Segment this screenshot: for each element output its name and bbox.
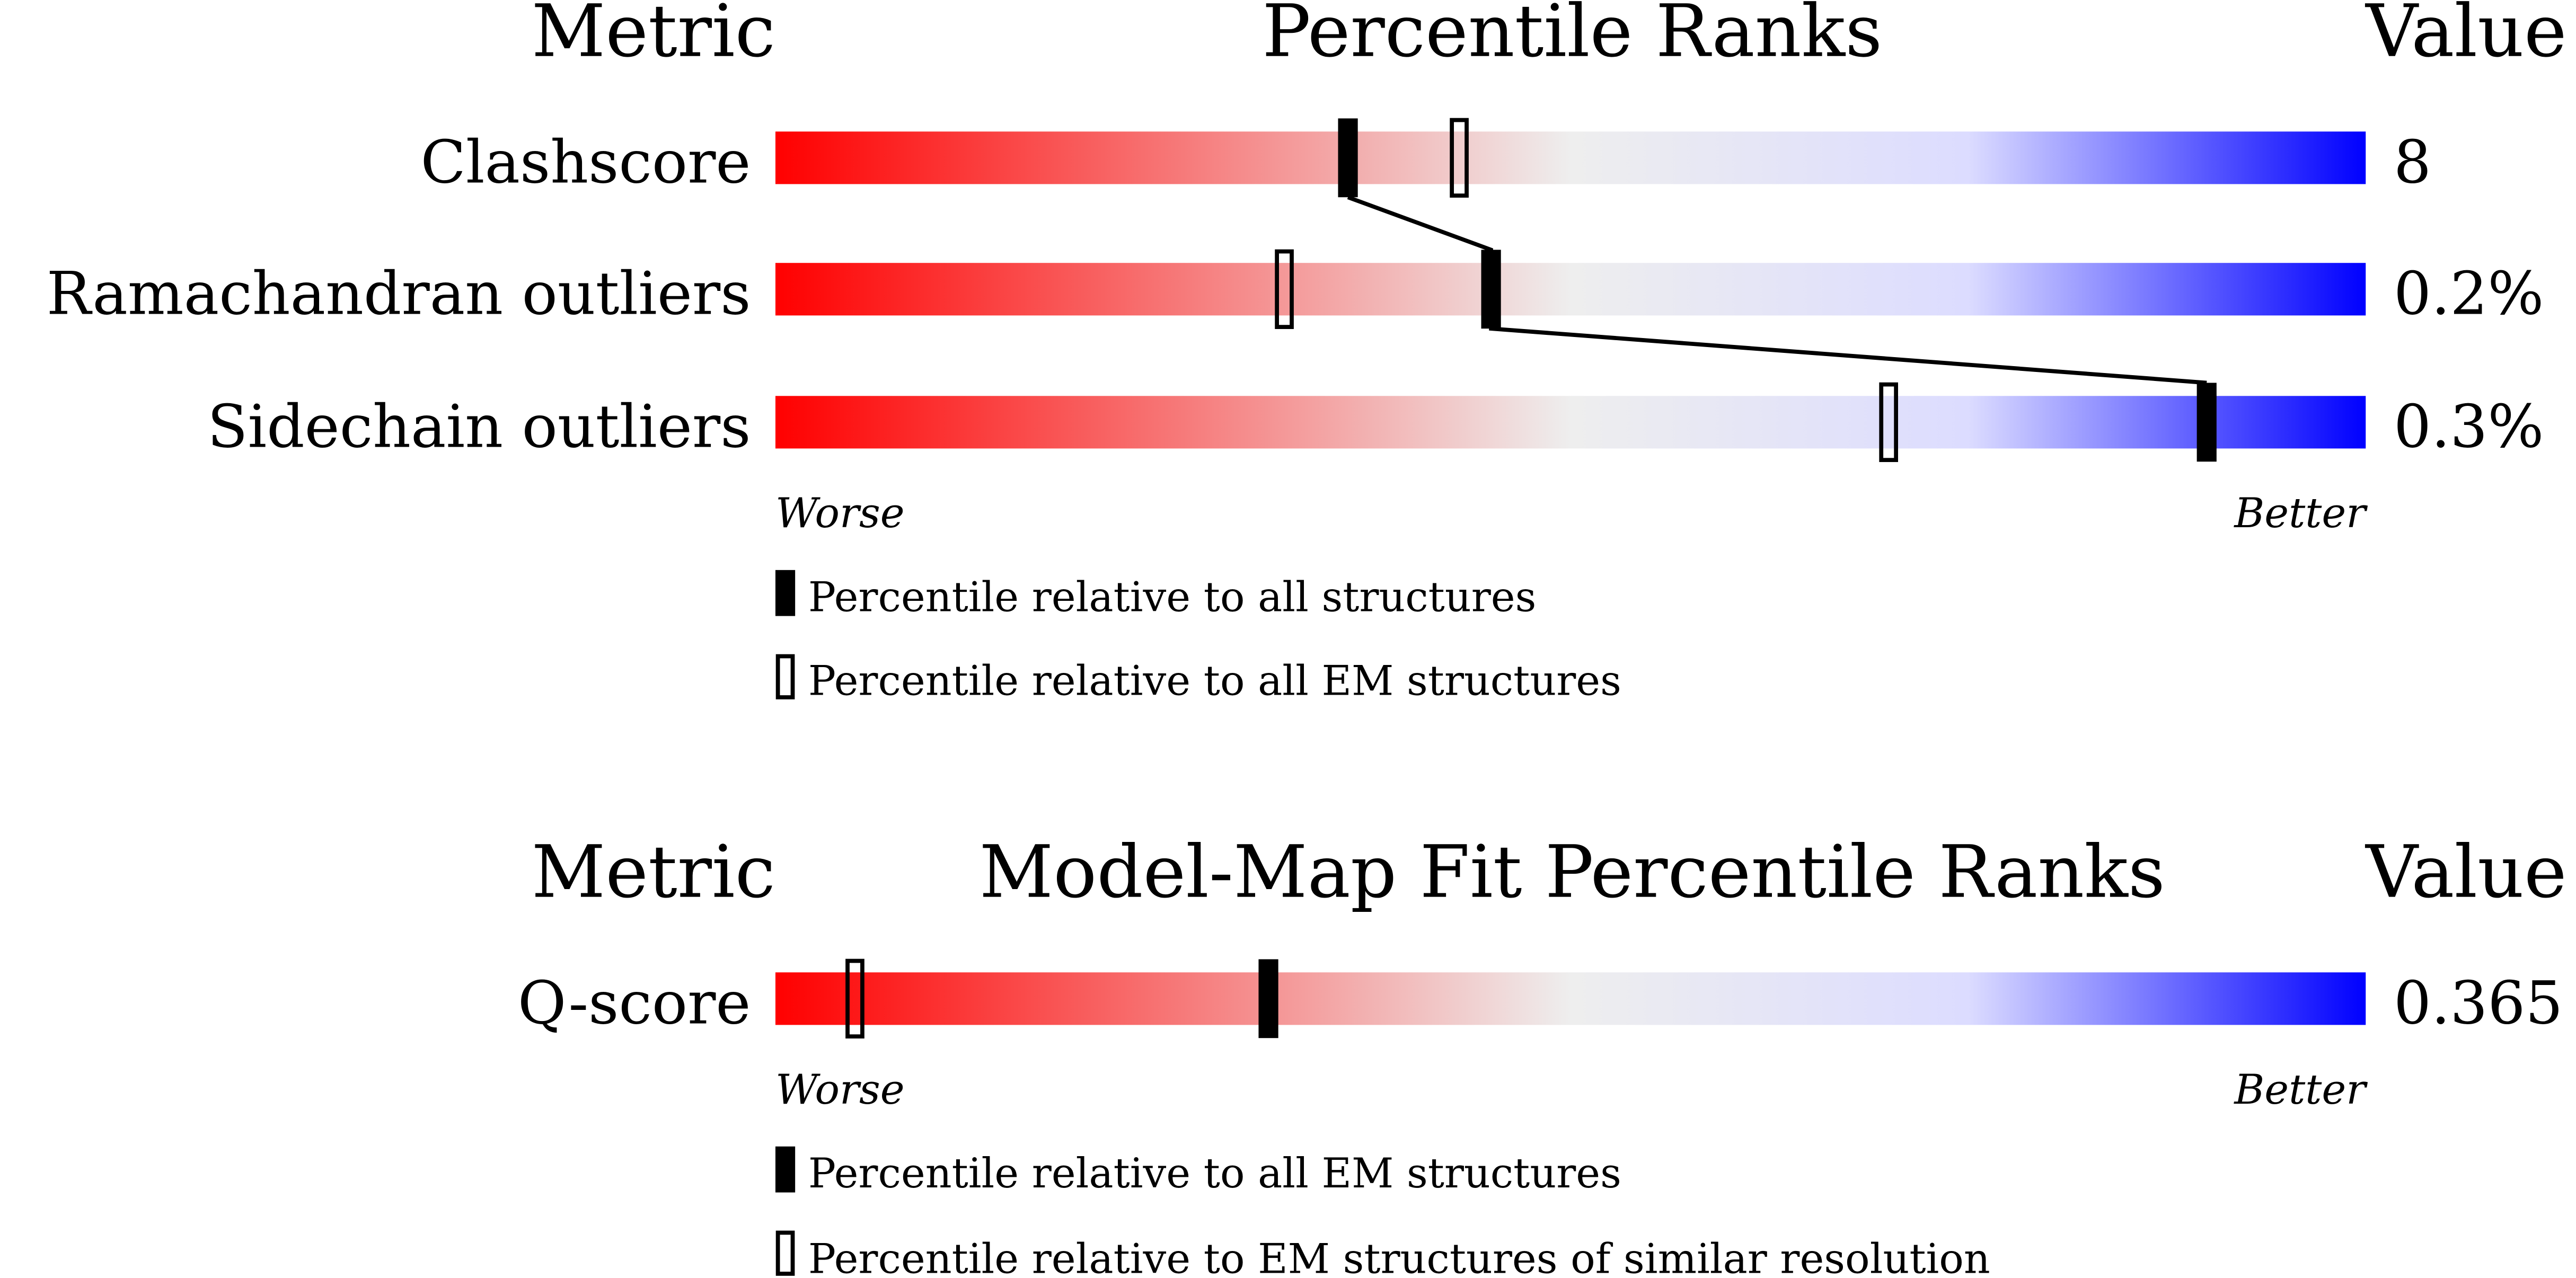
legend-filled-marker [775,570,796,616]
metric-value: 0.3% [2394,392,2544,461]
panel-model-map-fit: Metric Model-Map Fit Percentile Ranks Va… [518,830,2567,1278]
percentile-marker-filled [1481,250,1501,329]
percentile-marker-filled [1258,959,1278,1039]
percentile-gradient-bar [775,396,2366,449]
legend-label: Percentile relative to all EM structures [808,657,1621,705]
metric-label: Q-score [518,969,751,1037]
metric-value: 0.2% [2394,259,2544,328]
percentile-marker-hollow [1450,118,1469,198]
percentile-marker-filled [1338,118,1358,198]
percentile-marker-hollow [845,958,864,1039]
legend: Percentile relative to all EM structures… [775,1146,1990,1278]
value-header: Value [2365,0,2566,74]
percentile-gradient-bar [775,131,2366,184]
value-header: Value [2365,830,2566,915]
panel-title: Model-Map Fit Percentile Ranks [980,830,2165,915]
legend-label: Percentile relative to EM structures of … [808,1235,1990,1278]
metric-row-q-score: Q-score 0.365 [518,969,2563,1037]
metric-row-sidechain-outliers: Sidechain outliers 0.3% [207,392,2544,461]
better-label: Better [2233,490,2368,537]
worse-label: Worse [775,490,905,537]
metric-label: Sidechain outliers [207,392,751,461]
metric-row-clashscore: Clashscore 8 [420,128,2431,197]
metric-label: Ramachandran outliers [47,259,751,328]
legend-filled-marker [775,1146,796,1193]
metric-label: Clashscore [420,128,751,197]
percentile-markers [1275,118,2217,463]
metric-header: Metric [532,0,775,74]
percentile-marker-hollow [1879,382,1898,463]
legend-label: Percentile relative to all structures [808,573,1536,621]
percentile-marker-hollow [1275,249,1294,329]
metric-value: 8 [2394,128,2431,197]
percentile-gradient-bar [775,263,2366,316]
percentile-gradient-bar [775,972,2366,1025]
panel-percentile-ranks: Metric Percentile Ranks Value Clashscore… [47,0,2567,705]
panel-title: Percentile Ranks [1262,0,1882,74]
legend-label: Percentile relative to all EM structures [808,1150,1621,1197]
legend-hollow-marker [775,654,795,699]
legend: Percentile relative to all structures Pe… [775,570,1621,705]
metric-value: 0.365 [2394,969,2563,1037]
legend-hollow-marker [775,1230,795,1276]
percentile-marker-filled [2196,383,2217,462]
better-label: Better [2233,1066,2368,1114]
worse-label: Worse [775,1066,905,1114]
metric-row-ramachandran-outliers: Ramachandran outliers 0.2% [47,259,2544,328]
metric-header: Metric [532,830,775,915]
percentile-markers [845,958,1278,1039]
